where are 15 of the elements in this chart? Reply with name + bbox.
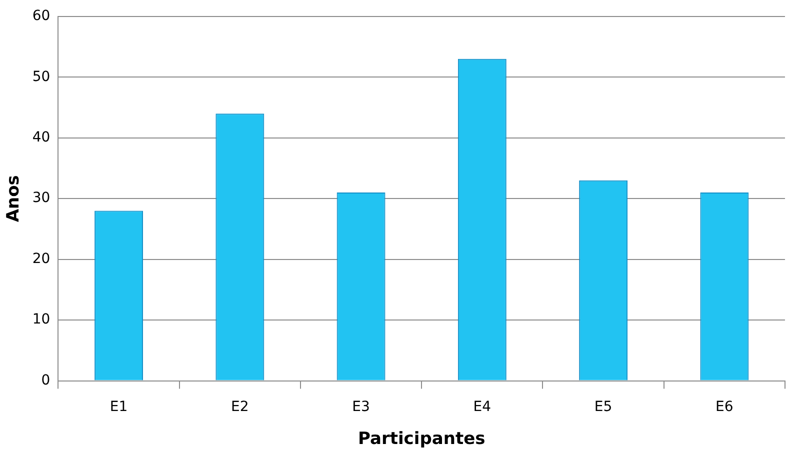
y-tick-label: 20 xyxy=(32,250,50,267)
x-tick-label: E1 xyxy=(110,398,128,415)
y-tick-label: 10 xyxy=(32,312,50,328)
y-tick-label: 40 xyxy=(32,130,50,146)
x-tick-label: E2 xyxy=(231,398,249,415)
x-tick-label: E3 xyxy=(352,398,370,415)
x-tick-label: E6 xyxy=(716,398,734,415)
y-tick-label: 50 xyxy=(32,68,50,85)
x-tick-label: E4 xyxy=(473,398,492,415)
y-tick-label: 0 xyxy=(41,372,50,388)
y-tick-label: 60 xyxy=(32,8,50,24)
x-tick-label: E5 xyxy=(594,398,612,415)
y-tick-label: 30 xyxy=(32,190,50,206)
x-axis-title: Participantes xyxy=(358,429,486,450)
y-axis-title: Anos xyxy=(4,175,24,222)
